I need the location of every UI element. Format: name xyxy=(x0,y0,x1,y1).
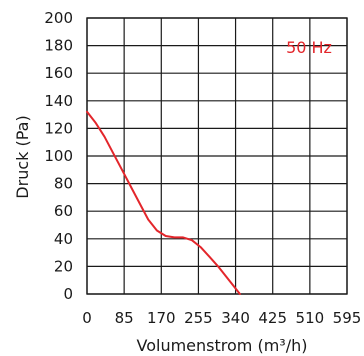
y-tick-label-6: 120 xyxy=(44,119,73,137)
frequency-annotation: 50 Hz xyxy=(286,38,332,57)
grid xyxy=(86,17,348,295)
y-tick-label-4: 80 xyxy=(54,175,73,193)
y-tick-labels: 0 20 40 60 80 100 120 140 160 180 200 xyxy=(44,9,73,303)
x-tick-label-4: 340 xyxy=(221,309,250,327)
y-tick-label-9: 180 xyxy=(44,37,73,55)
curve-layer xyxy=(86,110,241,295)
y-tick-label-2: 40 xyxy=(54,230,73,248)
y-tick-label-1: 20 xyxy=(54,257,73,275)
x-tick-label-1: 85 xyxy=(115,309,134,327)
x-axis-label: Volumenstrom (m³/h) xyxy=(137,336,308,355)
series-line-0 xyxy=(86,110,241,295)
y-axis-label: Druck (Pa) xyxy=(13,115,32,198)
x-tick-label-6: 510 xyxy=(296,309,325,327)
x-tick-labels: 0 85 170 255 340 425 510 595 xyxy=(82,309,361,327)
y-tick-label-8: 160 xyxy=(44,64,73,82)
y-tick-label-10: 200 xyxy=(44,9,73,27)
plot-frame xyxy=(86,17,348,295)
y-tick-label-5: 100 xyxy=(44,147,73,165)
x-tick-label-5: 425 xyxy=(258,309,287,327)
x-tick-label-2: 170 xyxy=(147,309,176,327)
y-tick-label-7: 140 xyxy=(44,92,73,110)
x-tick-label-3: 255 xyxy=(184,309,213,327)
x-tick-label-0: 0 xyxy=(82,309,92,327)
y-tick-label-0: 0 xyxy=(63,285,73,303)
x-tick-label-7: 595 xyxy=(333,309,362,327)
y-tick-label-3: 60 xyxy=(54,202,73,220)
